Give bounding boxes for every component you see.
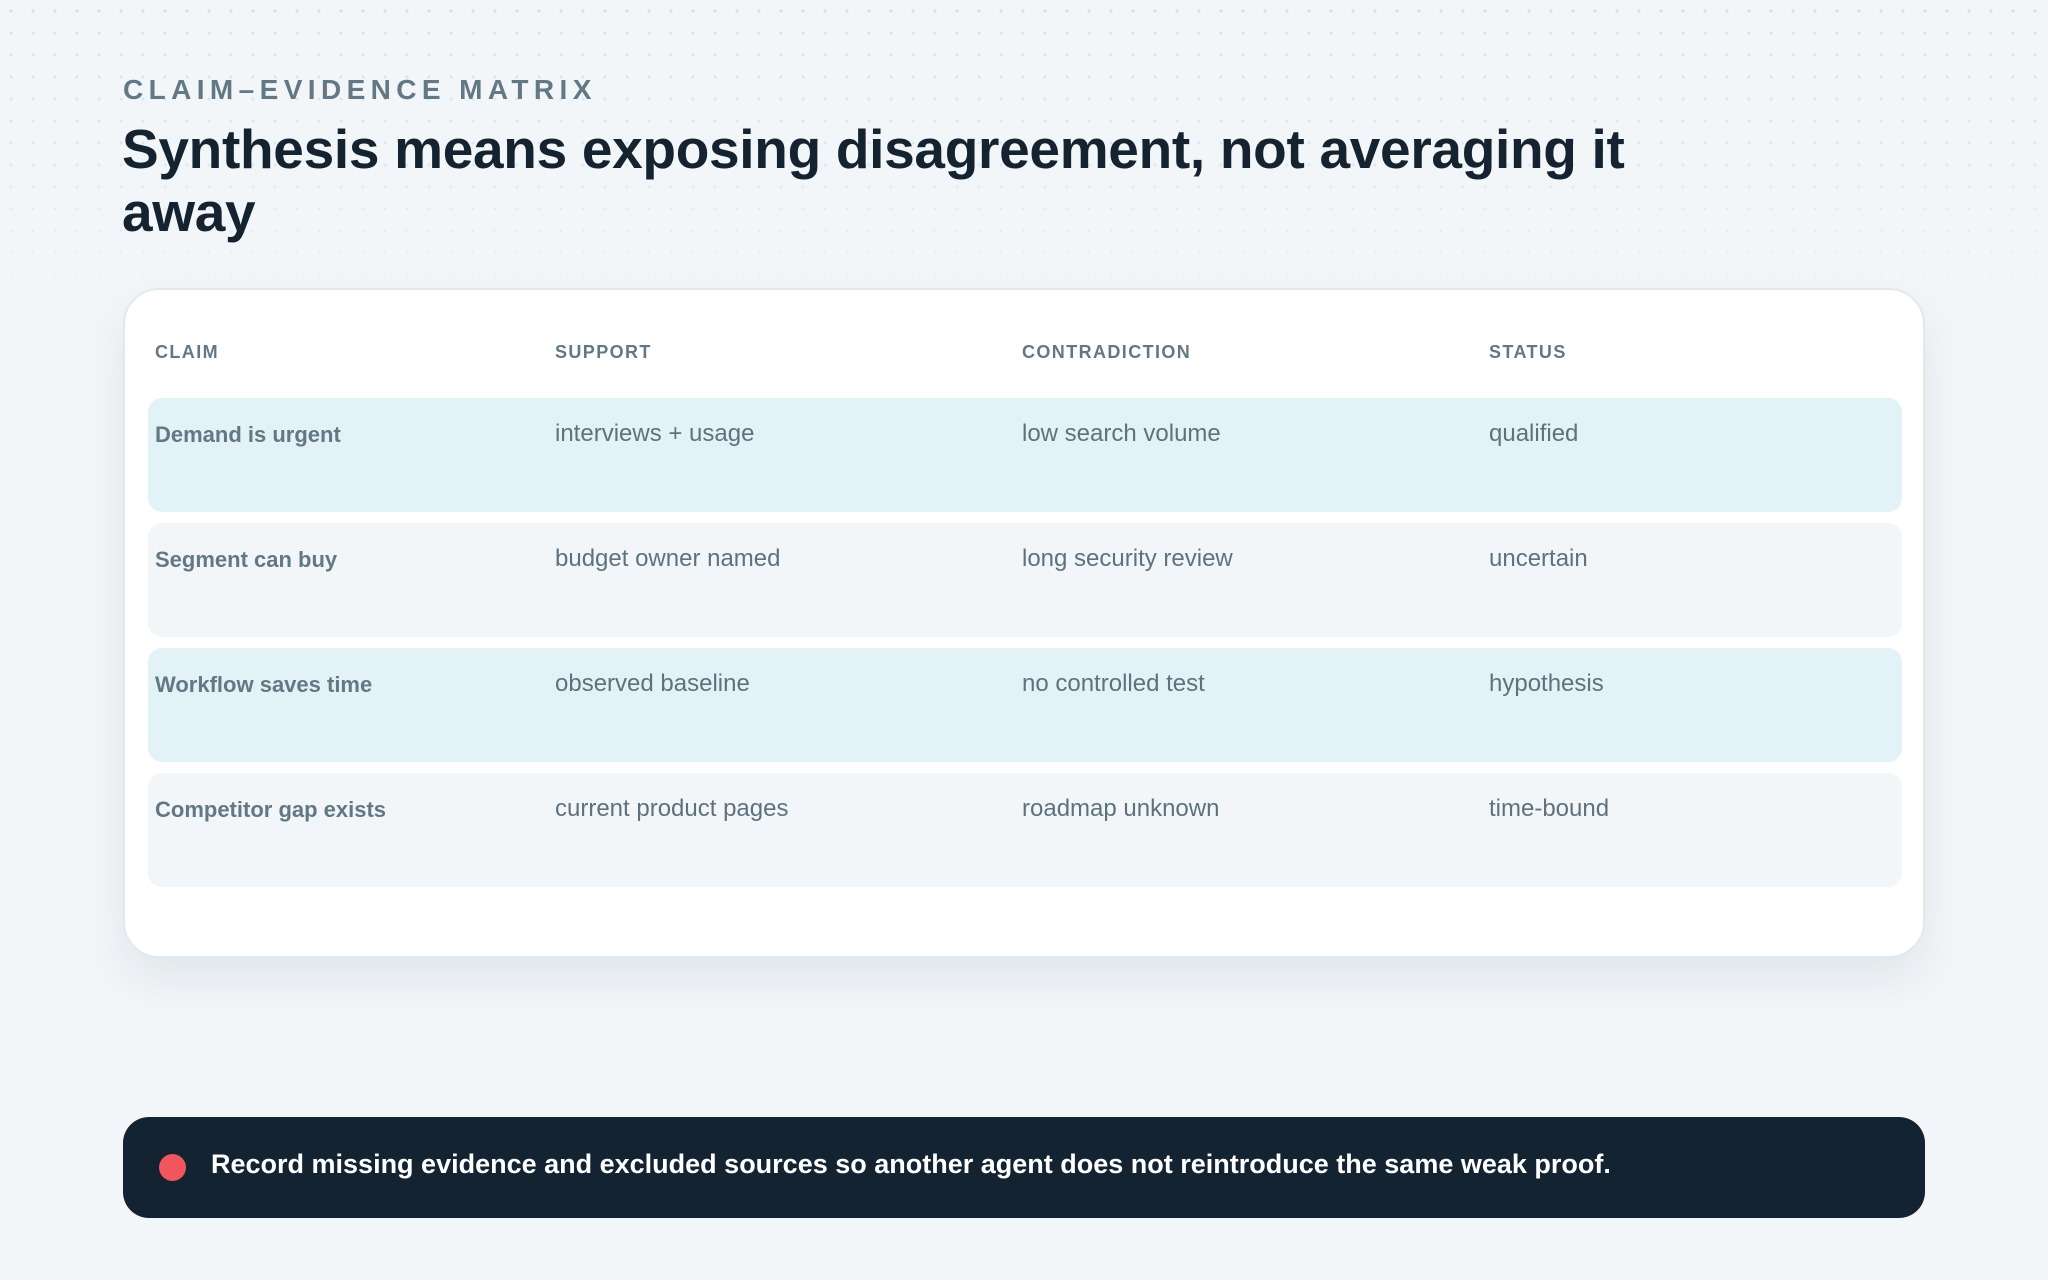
claim-cell: Demand is urgent — [155, 422, 341, 447]
page-title: Synthesis means exposing disagreement, n… — [122, 118, 1625, 243]
claim-cell: Competitor gap exists — [155, 797, 387, 822]
column-header-status: STATUS — [1489, 342, 1567, 362]
column-header-contradiction: CONTRADICTION — [1022, 342, 1192, 362]
contradiction-cell: roadmap unknown — [1022, 795, 1220, 822]
contradiction-cell: long security review — [1022, 545, 1233, 572]
callout-banner: Record missing evidence and excluded sou… — [123, 1117, 1925, 1218]
support-cell: interviews + usage — [555, 420, 755, 447]
status-cell: time-bound — [1489, 795, 1610, 822]
claim-cell: Segment can buy — [155, 547, 338, 572]
status-cell: hypothesis — [1489, 670, 1604, 697]
support-cell: budget owner named — [555, 545, 781, 572]
column-header-support: SUPPORT — [555, 342, 652, 362]
support-cell: current product pages — [555, 795, 789, 822]
contradiction-cell: no controlled test — [1022, 670, 1205, 697]
claim-evidence-table: CLAIM SUPPORT CONTRADICTION STATUS Deman… — [123, 288, 1925, 958]
status-cell: qualified — [1489, 420, 1579, 447]
support-cell: observed baseline — [555, 670, 750, 697]
alert-dot-icon — [159, 1154, 186, 1181]
claim-cell: Workflow saves time — [155, 672, 373, 697]
eyebrow-label: CLAIM–EVIDENCE MATRIX — [123, 74, 597, 105]
callout-text: Record missing evidence and excluded sou… — [211, 1149, 1611, 1179]
column-header-claim: CLAIM — [155, 342, 219, 362]
contradiction-cell: low search volume — [1022, 420, 1221, 447]
table-row: Workflow saves time observed baseline no… — [148, 648, 1902, 762]
status-cell: uncertain — [1489, 545, 1588, 572]
table-row: Competitor gap exists current product pa… — [148, 773, 1902, 887]
table-row: Demand is urgent interviews + usage low … — [148, 398, 1902, 512]
table-row: Segment can buy budget owner named long … — [148, 523, 1902, 637]
